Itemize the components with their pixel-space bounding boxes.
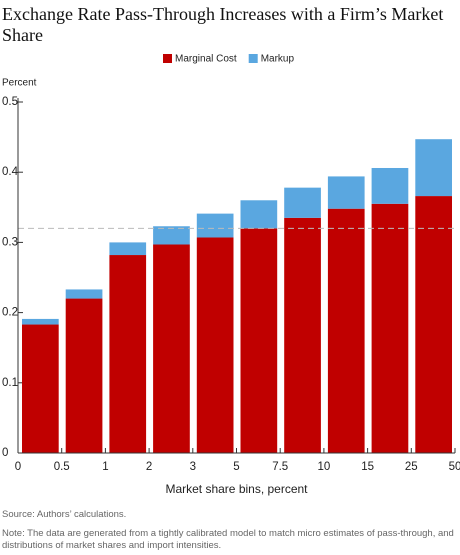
bar-segment [22,324,59,453]
x-tick-label: 25 [405,461,418,473]
x-tick-label: 7.5 [272,461,288,473]
x-tick-label: 2 [146,461,152,473]
y-tick-label: 0.3 [2,236,18,248]
bar-segment [327,176,365,209]
bar-segment [153,244,190,453]
bar-segment [153,226,190,245]
bar-segment [196,213,234,238]
bar-segment [109,255,147,453]
bar-segment [284,217,321,453]
legend-swatch [248,54,258,63]
bar-segment [196,237,234,453]
legend-label: Marginal Cost [175,54,237,65]
bar-segment [371,167,409,204]
bar-segment [371,203,409,453]
bar-segment [284,187,321,218]
chart: Marginal Cost Markup Percent 0 0.1 0.2 0.3 0.4 0… [2,54,460,497]
y-tick-label: 0.1 [2,377,18,389]
x-axis-label: Market share bins, percent [165,482,308,496]
x-tick-label: 5 [233,461,239,473]
y-axis-label: Percent [2,78,37,89]
legend-label: Markup [261,54,295,65]
x-tick-label: 50 [449,461,460,473]
bar-segment [415,139,452,197]
y-tick-label: 0 [2,447,8,459]
legend-swatch [163,54,172,63]
x-tick-label: 3 [190,461,196,473]
bar-segment [65,298,103,453]
x-tick-label: 10 [318,461,331,473]
note: Note: The data are generated from a tigh… [2,528,454,551]
chart-title: Exchange Rate Pass-Through Increases wit… [2,4,444,45]
x-tick-label: 1 [102,461,108,473]
y-tick-label: 0.4 [2,166,19,178]
source: Source: Authors’ calculations. [2,509,127,520]
bar-segment [240,228,278,453]
bar-segment [65,289,103,299]
x-tick-label: 0 [15,461,21,473]
x-tick-label: 0.5 [54,461,70,473]
x-tick-label: 15 [361,461,374,473]
bar-segment [240,200,278,229]
y-tick-label: 0.5 [2,96,18,108]
bar-segment [327,208,365,453]
y-tick-label: 0.2 [2,307,18,319]
bar-segment [415,196,452,453]
bar-segment [109,242,147,256]
bar-segment [22,318,59,325]
